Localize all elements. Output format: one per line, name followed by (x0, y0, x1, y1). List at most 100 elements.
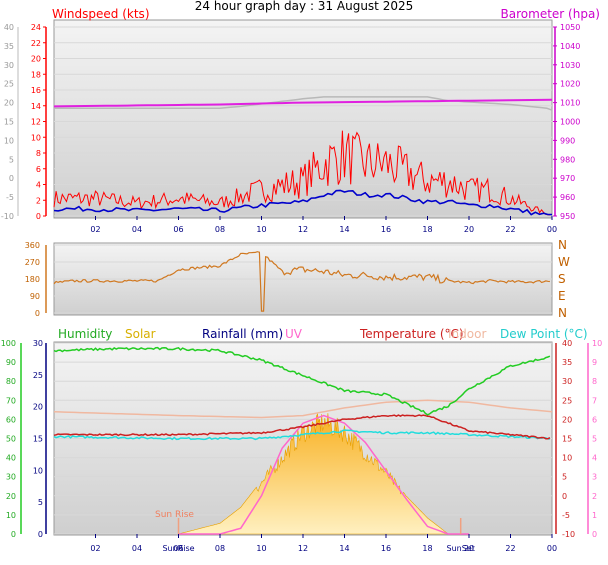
rain-tick: 5 (38, 498, 43, 507)
compass-letter: N (558, 306, 567, 320)
humidity-tick: 90 (6, 358, 16, 367)
x-tick: 22 (505, 544, 515, 553)
barometer-tick: 970 (560, 174, 575, 183)
temperature-tick: -10 (562, 530, 575, 539)
barometer-tick: 990 (560, 136, 575, 145)
humidity-label: Humidity (58, 327, 112, 341)
sunset-axis-label: SunSet (447, 544, 475, 553)
barometer-tick: 950 (560, 212, 575, 221)
compass-letter: N (558, 238, 567, 252)
temperature-tick: -5 (562, 511, 570, 520)
temperature-tick: 10 (562, 454, 572, 463)
wind-tick: 18 (31, 70, 41, 79)
dewpoint-label: Dew Point (°C) (500, 327, 588, 341)
uv-tick: 9 (592, 358, 597, 367)
wind-tick: 6 (36, 165, 41, 174)
wind-tick: 22 (31, 39, 41, 48)
x-tick: 20 (464, 225, 474, 234)
x-tick: 10 (256, 544, 266, 553)
humidity-tick: 60 (6, 415, 16, 424)
wind-outer-tick: 30 (4, 61, 14, 70)
direction-tick: 180 (25, 275, 40, 284)
wind-direction-line (53, 251, 550, 312)
uv-tick: 3 (592, 473, 597, 482)
temperature-tick: 0 (562, 492, 567, 501)
rain-tick: 10 (33, 466, 43, 475)
temperature-tick: 40 (562, 339, 572, 348)
indoor-temperature-line (53, 399, 553, 419)
temperature-tick: 30 (562, 377, 572, 386)
x-tick: 00 (547, 544, 557, 553)
x-tick: 20 (464, 544, 474, 553)
rainfall-label: Rainfall (mm) (202, 327, 283, 341)
x-tick: 08 (215, 225, 225, 234)
uv-line (178, 414, 469, 535)
uv-tick: 0 (592, 530, 597, 539)
temperature-tick: 25 (562, 396, 572, 405)
x-tick: 16 (381, 225, 391, 234)
wind-tick: 2 (36, 196, 41, 205)
graph-title: 24 hour graph day : 31 August 2025 (195, 0, 414, 13)
barometer-tick: 1000 (560, 118, 580, 127)
direction-tick: 360 (25, 241, 40, 250)
x-tick: 16 (381, 544, 391, 553)
rain-tick: 20 (33, 403, 43, 412)
rain-tick: 30 (33, 339, 43, 348)
x-tick: 12 (298, 544, 308, 553)
wind-tick: 12 (31, 118, 41, 127)
temperature-tick: 15 (562, 435, 572, 444)
humidity-tick: 20 (6, 492, 16, 501)
x-tick: 14 (339, 544, 349, 553)
wind-tick: 16 (31, 86, 41, 95)
rain-tick: 15 (33, 435, 43, 444)
barometer-tick: 1040 (560, 42, 580, 51)
wind-outer-tick: -5 (6, 193, 14, 202)
wind-tick: 0 (36, 212, 41, 221)
x-tick: 04 (132, 544, 142, 553)
temperature-line (53, 414, 551, 440)
wind-tick: 8 (36, 149, 41, 158)
humidity-tick: 80 (6, 377, 16, 386)
wind-outer-tick: 25 (4, 80, 14, 89)
wind-tick: 20 (31, 55, 41, 64)
x-tick: 00 (547, 225, 557, 234)
x-tick: 14 (339, 225, 349, 234)
humidity-tick: 70 (6, 396, 16, 405)
x-tick: 06 (173, 225, 183, 234)
wind-outer-tick: -10 (1, 212, 14, 221)
uv-label: UV (285, 327, 303, 341)
uv-tick: 2 (592, 492, 597, 501)
barometer-tick: 1030 (560, 61, 580, 70)
wind-tick: 14 (31, 102, 41, 111)
barometer-tick: 960 (560, 193, 575, 202)
wind-tick: 24 (31, 23, 41, 32)
direction-tick: 90 (30, 292, 40, 301)
x-tick: 18 (422, 225, 432, 234)
barometer-tick: 1050 (560, 23, 580, 32)
wind-outer-tick: 5 (9, 155, 14, 164)
x-tick: 04 (132, 225, 142, 234)
humidity-tick: 50 (6, 435, 16, 444)
dew-point-line (53, 429, 551, 441)
uv-tick: 10 (592, 339, 602, 348)
wind-outer-tick: 10 (4, 136, 14, 145)
sunrise-axis-label: SunRise (162, 544, 194, 553)
humidity-line (53, 346, 551, 416)
humidity-tick: 10 (6, 511, 16, 520)
temperature-tick: 20 (562, 415, 572, 424)
temperature-tick: 35 (562, 358, 572, 367)
wind-outer-tick: 20 (4, 99, 14, 108)
rain-tick: 0 (38, 530, 43, 539)
barometer-tick: 1020 (560, 80, 580, 89)
wind-tick: 4 (36, 181, 41, 190)
sunrise-marker-label: Sun Rise (155, 510, 194, 520)
x-tick: 06 (173, 544, 183, 553)
temperature-label: Temperature (°C) (359, 327, 464, 341)
average-wind-line (53, 189, 553, 216)
humidity-tick: 40 (6, 454, 16, 463)
wind-panel (53, 19, 553, 219)
solar-area (178, 412, 469, 535)
compass-letter: E (558, 289, 566, 303)
